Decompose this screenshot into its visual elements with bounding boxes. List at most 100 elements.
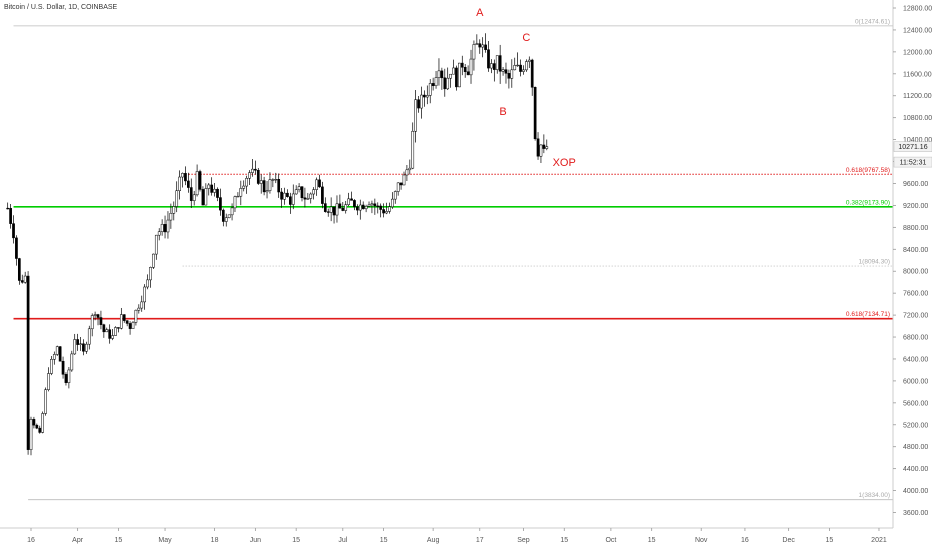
x-tick-label: May	[158, 537, 172, 544]
candle-body	[79, 343, 82, 345]
x-tick-label: 17	[476, 537, 484, 544]
candle-body	[187, 180, 190, 188]
price-badge-label: 11:52:31	[900, 160, 927, 167]
candle-body	[288, 196, 292, 205]
candle-body	[492, 63, 496, 70]
candle-body	[364, 206, 368, 210]
candle-body	[297, 186, 301, 191]
candle-body	[370, 203, 374, 206]
candle-body	[414, 99, 417, 132]
candle-body	[390, 198, 394, 208]
candle-body	[428, 83, 432, 96]
candle-body	[23, 275, 27, 283]
candle-body	[530, 59, 534, 88]
candle-body	[102, 324, 106, 333]
candle-body	[58, 346, 62, 362]
candle-body	[478, 43, 482, 48]
candle-body	[117, 327, 120, 329]
candle-body	[20, 280, 24, 283]
candle-body	[119, 314, 123, 329]
candle-body	[175, 190, 179, 207]
x-tick-label: Jun	[250, 537, 261, 544]
candle-body	[82, 343, 85, 352]
y-tick-label: 11200.00	[903, 93, 932, 100]
candle-body	[99, 317, 103, 325]
candle-body	[213, 188, 216, 193]
candle-body	[245, 177, 248, 187]
candle-body	[405, 169, 409, 176]
candle-body	[306, 198, 310, 200]
candle-body	[539, 144, 543, 157]
y-tick-label: 9600.00	[903, 181, 928, 188]
candle-body	[379, 205, 383, 210]
candle-body	[29, 419, 33, 450]
candle-body	[466, 71, 470, 76]
x-tick-label: 2021	[871, 537, 887, 544]
y-tick-label: 5200.00	[903, 422, 928, 429]
candle-body	[111, 335, 114, 339]
fib-level-label: 0.382(9173.90)	[846, 199, 890, 206]
y-tick-label: 5600.00	[903, 400, 928, 407]
candles	[6, 33, 549, 456]
candle-body	[434, 77, 438, 86]
y-tick-label: 12400.00	[903, 27, 932, 34]
fib-level-label: 0(12474.61)	[855, 18, 890, 25]
candle-body	[233, 196, 237, 209]
candle-body	[96, 314, 100, 318]
wave-labels: A B C XOP	[476, 7, 576, 169]
candle-body	[128, 323, 132, 329]
candle-body	[323, 203, 327, 212]
candle-body	[227, 214, 231, 218]
y-tick-label: 6800.00	[903, 335, 928, 342]
candle-body	[481, 44, 485, 48]
candle-body	[221, 209, 225, 222]
candle-body	[26, 275, 30, 450]
candle-body	[251, 168, 254, 173]
candle-body	[283, 192, 286, 200]
y-tick-label: 4800.00	[903, 444, 928, 451]
candle-body	[204, 188, 208, 206]
candle-body	[341, 207, 345, 211]
y-tick-label: 8800.00	[903, 225, 928, 232]
candle-body	[61, 360, 65, 375]
candle-body	[542, 144, 546, 149]
candle-body	[376, 205, 380, 207]
candle-body	[332, 206, 336, 216]
candle-body	[93, 314, 97, 316]
candle-body	[318, 179, 321, 188]
candle-body	[533, 87, 537, 140]
candle-body	[149, 267, 152, 281]
candle-body	[160, 224, 164, 232]
y-tick-label: 3600.00	[903, 510, 928, 517]
candle-body	[527, 59, 531, 62]
price-badge	[893, 156, 932, 168]
candle-body	[458, 62, 461, 88]
candle-body	[184, 173, 187, 182]
candle-body	[35, 424, 39, 429]
candle-body	[70, 353, 74, 371]
x-tick-label: Nov	[695, 537, 708, 544]
chart-title: Bitcoin / U.S. Dollar, 1D, COINBASE	[4, 4, 118, 11]
candle-body	[38, 427, 42, 433]
candle-body	[195, 171, 199, 196]
candle-body	[399, 182, 403, 186]
candle-body	[519, 64, 522, 72]
candle-body	[463, 67, 467, 72]
x-tick-label: Apr	[72, 537, 84, 544]
fib-level-label: 1(3834.00)	[859, 492, 890, 499]
candle-body	[268, 179, 272, 191]
x-tick-label: Dec	[782, 537, 795, 544]
y-tick-label: 7200.00	[903, 313, 928, 320]
candle-body	[242, 185, 246, 189]
candle-body	[396, 182, 400, 192]
candle-body	[277, 179, 281, 193]
candle-body	[487, 49, 490, 69]
candle-body	[504, 69, 508, 74]
candle-body	[522, 69, 525, 72]
candle-body	[254, 168, 257, 171]
candle-body	[361, 204, 365, 210]
candle-body	[291, 193, 295, 205]
candle-body	[146, 279, 149, 288]
